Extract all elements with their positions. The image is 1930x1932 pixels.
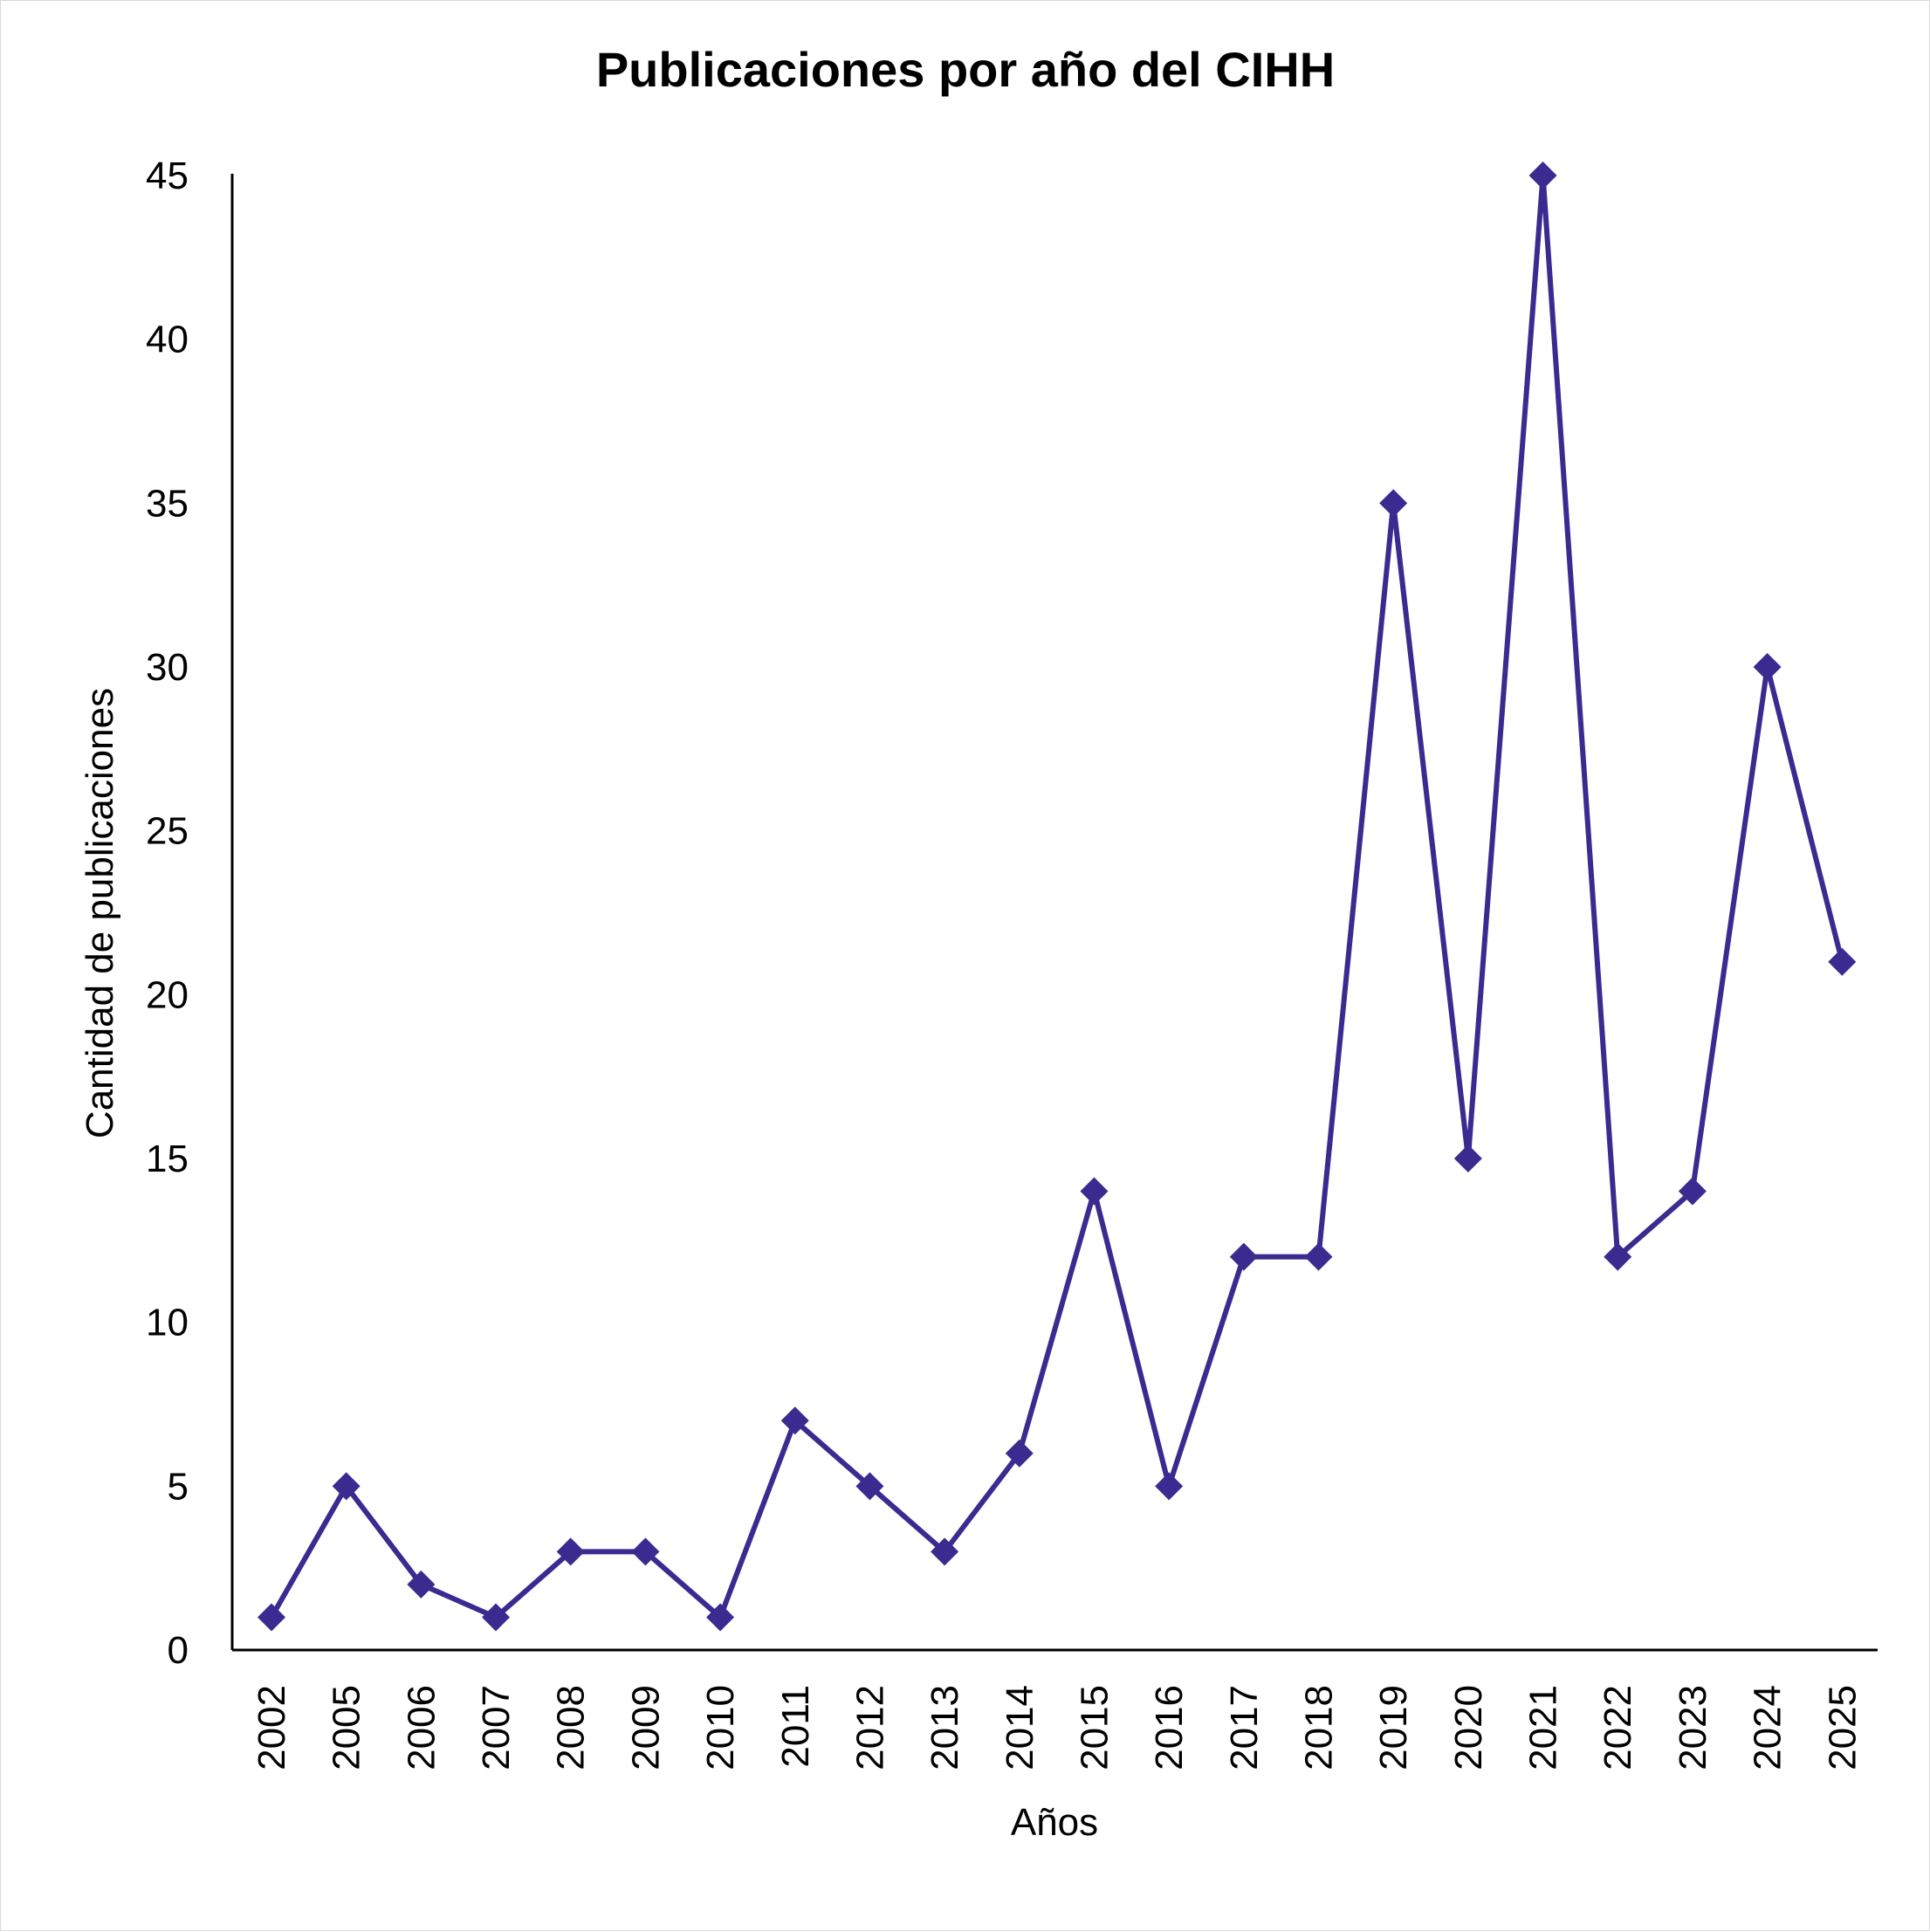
series-publicaciones [258, 162, 1857, 1632]
x-tick-label: 2017 [1223, 1685, 1266, 1770]
x-tick-label: 2020 [1447, 1685, 1490, 1770]
y-axis-ticks: 0 5 10 15 20 25 30 35 40 45 [146, 155, 189, 1672]
y-tick-label: 10 [146, 1302, 189, 1344]
data-point-marker [1155, 1472, 1184, 1501]
x-tick-label: 2013 [924, 1685, 966, 1770]
series-line [269, 173, 1845, 1620]
data-point-marker [1379, 489, 1408, 518]
x-tick-label: 2014 [999, 1685, 1041, 1770]
data-point-marker [1604, 1242, 1632, 1271]
y-tick-label: 35 [146, 482, 189, 525]
x-tick-label: 2009 [624, 1685, 667, 1770]
x-tick-label: 2025 [1821, 1685, 1864, 1770]
data-point-marker [780, 1406, 809, 1435]
data-point-marker [556, 1537, 585, 1566]
x-tick-label: 2015 [1073, 1685, 1116, 1770]
data-point-marker [1828, 947, 1857, 976]
data-point-marker [482, 1603, 511, 1632]
x-tick-label: 2024 [1747, 1685, 1789, 1770]
x-tick-label: 2023 [1672, 1685, 1714, 1770]
data-point-marker [706, 1603, 735, 1632]
x-tick-label: 2021 [1522, 1685, 1565, 1770]
x-tick-label: 2010 [699, 1685, 742, 1770]
x-tick-label: 2002 [251, 1685, 293, 1770]
x-tick-label: 2006 [400, 1685, 443, 1770]
x-tick-label: 2022 [1597, 1685, 1639, 1770]
y-tick-label: 5 [168, 1465, 189, 1508]
y-tick-label: 0 [168, 1629, 189, 1672]
data-point-marker [1678, 1177, 1707, 1206]
data-point-marker [332, 1472, 361, 1501]
data-point-marker [1005, 1439, 1034, 1468]
data-point-marker [855, 1472, 884, 1501]
data-point-marker [1528, 162, 1557, 189]
x-tick-label: 2019 [1372, 1685, 1415, 1770]
y-tick-label: 20 [146, 973, 189, 1016]
x-tick-label: 2008 [550, 1685, 593, 1770]
y-tick-label: 30 [146, 646, 189, 689]
x-tick-label: 2007 [475, 1685, 518, 1770]
data-point-marker [1304, 1242, 1333, 1271]
data-point-marker [1753, 653, 1782, 681]
x-tick-label: 2016 [1148, 1685, 1191, 1770]
y-tick-label: 15 [146, 1138, 189, 1180]
x-tick-label: 2011 [774, 1685, 817, 1768]
data-point-marker [631, 1537, 660, 1566]
x-tick-label: 2018 [1298, 1685, 1341, 1770]
x-axis-label: Años [1011, 1801, 1098, 1844]
x-tick-label: 2012 [848, 1685, 891, 1770]
x-tick-label: 2005 [326, 1685, 368, 1770]
chart-title: Publicaciones por año del CIHH [596, 42, 1335, 97]
y-axis-label: Cantidad de publicaciones [79, 688, 121, 1138]
data-point-marker [1453, 1145, 1482, 1172]
data-point-marker [931, 1537, 959, 1566]
data-point-marker [1229, 1242, 1258, 1271]
x-axis-ticks: 2002 2005 2006 2007 2008 2009 2010 2011 2012 2013… [251, 1685, 1864, 1770]
y-tick-label: 25 [146, 810, 189, 853]
y-tick-label: 40 [146, 319, 189, 361]
data-point-marker [1080, 1177, 1109, 1206]
y-tick-label: 45 [146, 155, 189, 197]
data-point-marker [258, 1603, 285, 1632]
data-point-marker [407, 1570, 436, 1599]
